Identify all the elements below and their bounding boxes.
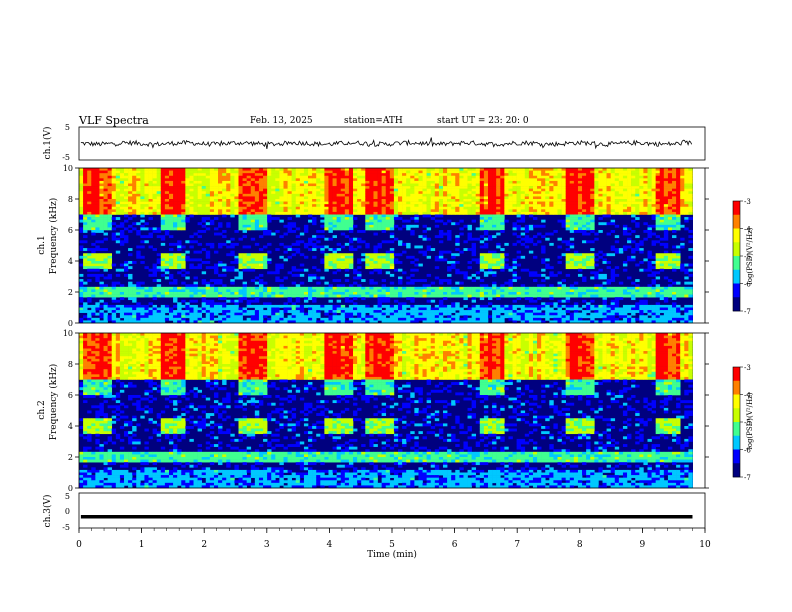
ch1-channel-label: ch.1 <box>37 235 47 254</box>
x-axis-label: Time (min) <box>367 549 417 560</box>
colorbar-tick-label: -7 <box>744 308 751 316</box>
spectrogram-ytick-label: 6 <box>68 226 73 235</box>
spectrogram-ytick-label: 8 <box>68 360 73 369</box>
colorbar-tick-label: -3 <box>744 198 751 206</box>
ch1-waveform-ylabel: ch.1(V) <box>42 127 53 160</box>
colorbar-tick-label: -6 <box>744 281 751 289</box>
ch2-colorbar: -3 -4 -5 -6 -7 <box>732 364 751 482</box>
x-axis: 0 1 2 3 4 5 6 7 8 9 10 <box>76 528 711 550</box>
ch1-ytick-bottom: -5 <box>62 153 70 162</box>
colorbar-tick-label: -4 <box>744 226 751 234</box>
x-tick-label: 0 <box>76 540 82 550</box>
spectrogram-ytick-label: 0 <box>68 484 73 493</box>
start-time-label: start UT = 23: 20: 0 <box>437 116 529 126</box>
ch1-waveform-frame <box>78 126 706 161</box>
spectrogram-ytick-label: 10 <box>63 164 73 173</box>
ch2-spectrogram-frame <box>78 332 706 489</box>
x-tick-label: 9 <box>640 540 646 550</box>
ch3-waveform-frame <box>78 492 706 529</box>
ch1-waveform-panel: 5 -5 ch.1(V) <box>42 123 706 162</box>
ch1-frequency-label: Frequency (kHz) <box>48 198 59 275</box>
ch1-trace <box>80 137 693 150</box>
ch1-colorbar: -3 -4 -5 -6 -7 <box>732 198 751 316</box>
x-tick-label: 4 <box>327 540 333 550</box>
x-tick-label: 6 <box>452 540 458 550</box>
spectrogram-ytick-label: 10 <box>63 329 73 338</box>
ch2-channel-label: ch.2 <box>37 400 47 419</box>
spectrogram-ytick-label: 8 <box>68 195 73 204</box>
ch2-frequency-label: Frequency (kHz) <box>48 364 59 441</box>
x-tick-label: 5 <box>389 540 395 550</box>
ch3-ytick-mid: 0 <box>65 507 70 516</box>
spectrogram-ytick-label: 2 <box>68 453 73 462</box>
ch3-waveform-panel: 5 0 -5 ch.3(V) <box>42 492 706 532</box>
colorbar-tick-label: -7 <box>744 474 751 482</box>
x-tick-label: 7 <box>514 540 520 550</box>
station-label: station=ATH <box>344 116 403 126</box>
spectrogram-ytick-label: 4 <box>68 422 73 431</box>
figure-title: VLF Spectra <box>78 114 149 127</box>
ch3-ytick-top: 5 <box>65 492 70 501</box>
ch1-spectrogram-panel: 0 2 4 6 8 10 ch.1 Frequency (kHz) <box>37 164 709 328</box>
colorbar-tick-label: -4 <box>744 392 751 400</box>
x-tick-label: 10 <box>699 540 711 550</box>
x-tick-label: 1 <box>139 540 145 550</box>
spectrogram-ytick-label: 6 <box>68 391 73 400</box>
ch1-ytick-top: 5 <box>65 123 70 132</box>
colorbar-tick-label: -3 <box>744 364 751 372</box>
spectrogram-ytick-label: 0 <box>68 319 73 328</box>
ch1-spectrogram-frame <box>78 167 706 324</box>
ch1-yticks: 0 2 4 6 8 10 <box>63 164 709 328</box>
colorbar-tick-label: -6 <box>744 447 751 455</box>
x-tick-label: 3 <box>264 540 270 550</box>
x-tick-label: 8 <box>577 540 583 550</box>
ch2-spectrogram-cells <box>79 333 693 489</box>
spectrogram-ytick-label: 2 <box>68 288 73 297</box>
ch1-spectrogram-cells <box>79 168 693 324</box>
ch1-colorbar-label: log(PSD)(V²/Hz) <box>746 227 754 284</box>
spectrogram-ytick-label: 4 <box>68 257 73 266</box>
ch3-ytick-bottom: -5 <box>62 523 70 532</box>
ch3-waveform-ylabel: ch.3(V) <box>42 495 53 528</box>
ch2-colorbar-label: log(PSD)(V²/Hz) <box>746 392 754 449</box>
ch2-spectrogram-panel: 0 2 4 6 8 10 ch.2 Frequency (kHz) <box>37 329 709 493</box>
colorbar-tick-label: -5 <box>744 419 751 427</box>
date-label: Feb. 13, 2025 <box>250 116 313 126</box>
ch2-yticks: 0 2 4 6 8 10 <box>63 329 709 493</box>
colorbar-tick-label: -5 <box>744 253 751 261</box>
x-tick-label: 2 <box>201 540 207 550</box>
